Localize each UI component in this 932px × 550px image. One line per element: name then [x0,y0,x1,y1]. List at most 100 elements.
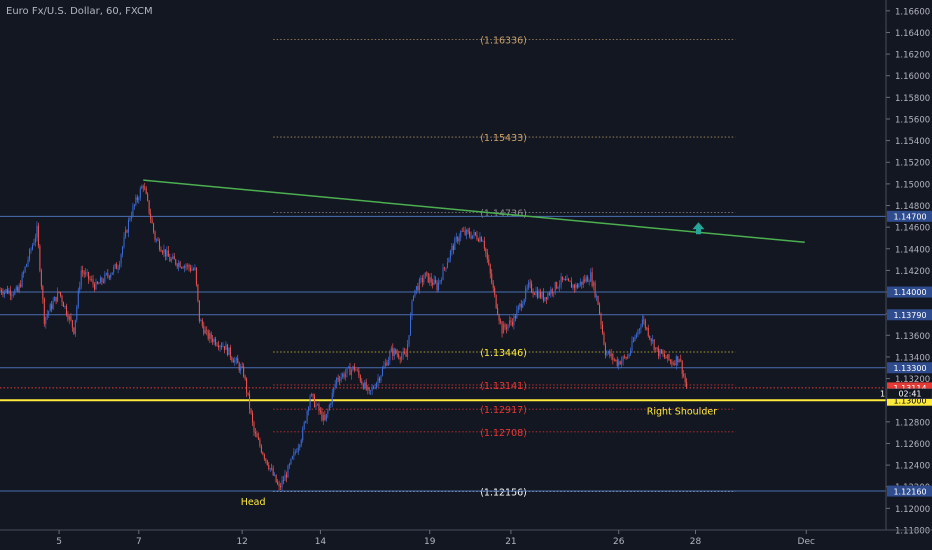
candle-body [556,282,558,289]
candle-body [192,269,194,271]
candle-body [315,404,317,408]
candle-body [302,428,304,441]
candle-body [222,346,224,348]
price-tag [887,309,932,321]
candle-body [95,281,97,290]
candle-body [284,474,286,481]
candle-body [263,454,265,459]
candle-body [293,452,295,457]
candle-body [418,279,420,291]
candle-body [489,264,491,274]
candle-body [612,353,614,360]
price-tag-label: 1.13300 [893,364,926,373]
candle-body [570,281,572,288]
candle-body [618,361,620,366]
candle-body [587,277,589,282]
candle-body [158,240,160,250]
y-tick-label: 1.11800 [895,527,930,537]
candle-body [686,382,688,389]
candle-body [319,410,321,412]
candle-body [480,236,482,242]
candle-body [200,320,202,322]
candle-body [474,232,477,235]
candle-body [37,225,39,246]
candle-body [523,299,525,305]
candle-body [356,370,358,372]
candle-body [609,351,611,357]
candle-body [544,297,546,301]
candle-body [5,289,7,292]
candle-body [526,287,528,289]
candle-body [541,292,543,298]
fib-label: (1.13446) [480,348,527,359]
candle-body [277,482,279,485]
candle-body [432,282,434,285]
candle-body [99,277,101,284]
candle-body [256,433,258,438]
candle-body [424,272,426,279]
candle-body [119,263,121,269]
candle-body [538,291,540,298]
candle-body [656,347,658,349]
candle-body [576,284,578,288]
candle-body [328,404,330,411]
candle-body [423,278,425,283]
candle-body [218,345,220,348]
candle-body [110,274,112,278]
candle-body [532,291,534,294]
candle-body [445,267,447,269]
candle-body [107,273,109,276]
candle-body [285,474,287,478]
candle-body [0,289,1,291]
y-tick-label: 1.16200 [895,51,930,61]
candle-body [398,354,400,358]
candle-body [661,349,663,354]
candle-body [395,349,397,354]
candle-body [147,193,149,201]
candle-body [254,432,256,434]
candle-body [438,282,440,291]
candle-body [624,356,626,358]
candle-body [349,366,351,376]
candle-body [2,292,4,295]
countdown-label: 02:41 [898,390,921,399]
candle-body [154,231,156,240]
candle-body [48,311,50,315]
candle-body [511,321,513,326]
candle-body [473,232,475,236]
candle-body [169,256,171,262]
candle-body [630,350,632,355]
candle-body [573,284,575,289]
candle-body [599,304,601,314]
candle-body [671,361,673,365]
candle-body [355,369,357,371]
candle-body [73,327,75,334]
candle-body [466,229,468,235]
candle-body [476,234,478,240]
candle-body [195,267,197,285]
candle-body [516,309,518,319]
candle-body [108,275,110,278]
candle-body [151,219,153,224]
candle-body [104,274,106,283]
candle-body [129,218,131,221]
candle-body [365,382,367,390]
candle-body [600,313,602,325]
candle-body [120,254,122,264]
candle-body [378,378,381,381]
candle-body [135,197,137,205]
candle-body [9,290,11,296]
candle-body [497,308,499,315]
candle-body [241,366,243,368]
candle-body [643,319,645,321]
candle-body [659,349,661,357]
candle-body [668,354,670,360]
candle-body [318,404,320,411]
candle-body [426,272,428,274]
candle-body [231,357,233,361]
candle-body [201,320,203,326]
candle-body [458,237,460,242]
candle-body [631,340,633,351]
candle-body [362,383,364,389]
candle-body [415,286,417,290]
